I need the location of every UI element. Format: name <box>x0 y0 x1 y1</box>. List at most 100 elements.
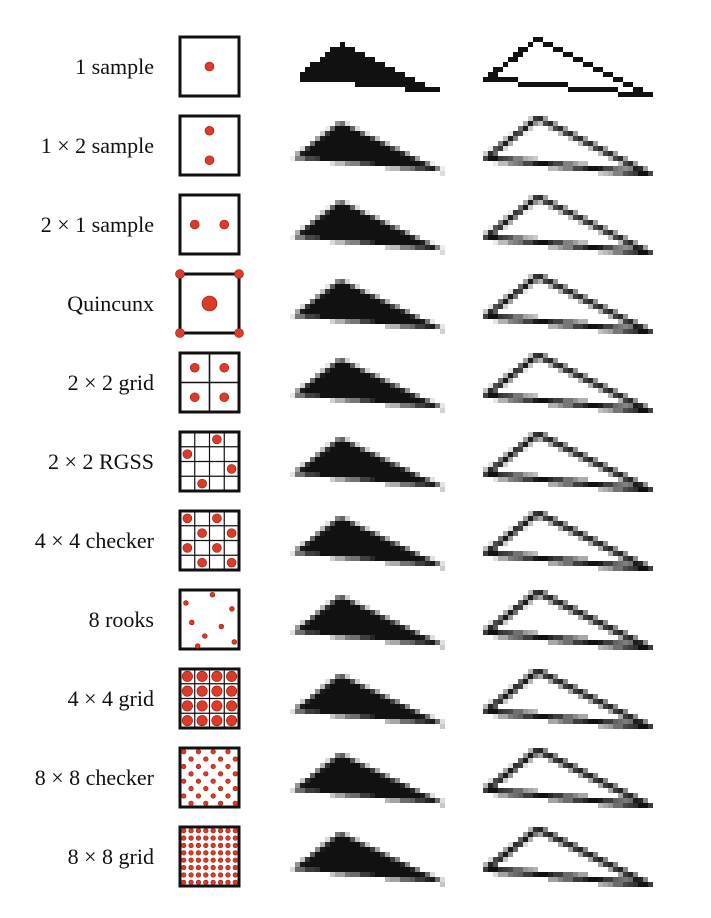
pixel-cell <box>375 862 380 867</box>
outline-triangle-render <box>483 827 653 887</box>
pixel-cell <box>533 753 538 758</box>
pixel-cell <box>370 852 375 857</box>
pixel-cell <box>380 82 385 87</box>
pixel-cell <box>613 472 618 477</box>
pixel-cell <box>350 146 355 151</box>
pixel-cell <box>498 872 503 877</box>
pixel-cell <box>498 462 503 467</box>
pixel-cell <box>330 472 335 477</box>
pixel-cell <box>593 245 598 250</box>
pixel-cell <box>395 714 400 719</box>
sample-point <box>225 864 231 871</box>
pixel-cell <box>410 788 415 793</box>
pixel-cell <box>315 546 320 551</box>
pixel-cell <box>350 625 355 630</box>
pixel-cell <box>623 329 628 334</box>
pixel-cell <box>623 719 628 724</box>
pixel-cell <box>613 230 618 235</box>
pixel-cell <box>513 452 518 457</box>
pixel-cell <box>380 383 385 388</box>
pixel-cell <box>613 882 618 887</box>
pixel-cell <box>523 240 528 245</box>
pixel-cell <box>425 640 430 645</box>
pixel-cell <box>508 398 513 403</box>
pixel-cell <box>320 235 325 240</box>
row-label: 8 × 8 grid <box>67 843 154 869</box>
pixel-cell <box>375 714 380 719</box>
pixel-cell <box>553 600 558 605</box>
pixel-cell <box>573 398 578 403</box>
pixel-cell <box>405 240 410 245</box>
pixel-cell <box>355 694 360 699</box>
pixel-cell <box>483 156 488 161</box>
pixel-cell <box>583 798 588 803</box>
pixel-cell <box>360 131 365 136</box>
pixel-cell <box>578 877 583 882</box>
pixel-cell <box>440 882 445 887</box>
pixel-cell <box>568 136 573 141</box>
pixel-cell <box>603 324 608 329</box>
pixel-cell <box>618 166 623 171</box>
pixel-cell <box>593 166 598 171</box>
pixel-cell <box>508 447 513 452</box>
pixel-cell <box>440 719 445 724</box>
pixel-frame <box>178 588 241 651</box>
pixel-cell <box>608 230 613 235</box>
pixel-cell <box>523 674 528 679</box>
sample-point <box>226 700 238 712</box>
pixel-cell <box>488 72 493 77</box>
pixel-cell <box>360 704 365 709</box>
pixel-cell <box>430 240 435 245</box>
pixel-cell <box>375 847 380 852</box>
pixel-cell <box>395 640 400 645</box>
pixel-cell <box>370 788 375 793</box>
pixel-cell <box>320 294 325 299</box>
pixel-cell <box>623 171 628 176</box>
pixel-cell <box>563 605 568 610</box>
pixel-cell <box>330 679 335 684</box>
pixel-cell <box>613 704 618 709</box>
pixel-cell <box>533 556 538 561</box>
pixel-cell <box>603 166 608 171</box>
outline-triangle-render <box>483 590 653 650</box>
pixel-cell <box>568 556 573 561</box>
pixel-cell <box>400 556 405 561</box>
pixel-cell <box>395 482 400 487</box>
pixel-cell <box>355 304 360 309</box>
pixel-cell <box>370 383 375 388</box>
pixel-cell <box>513 689 518 694</box>
pixel-cell <box>360 788 365 793</box>
pixel-cell <box>350 788 355 793</box>
pixel-cell <box>415 640 420 645</box>
pixel-cell <box>623 645 628 650</box>
pixel-cell <box>315 704 320 709</box>
pixel-cell <box>533 511 538 516</box>
pixel-cell <box>503 477 508 482</box>
pixel-cell <box>483 314 488 319</box>
pixel-cell <box>400 324 405 329</box>
pixel-cell <box>315 388 320 393</box>
pixel-cell <box>290 393 295 398</box>
sample-point <box>212 513 222 524</box>
pixel-cell <box>365 151 370 156</box>
pixel-cell <box>350 309 355 314</box>
sample-point <box>232 785 238 792</box>
pixel-cell <box>360 556 365 561</box>
pixel-cell <box>583 714 588 719</box>
pixel-cell <box>430 477 435 482</box>
pixel-cell <box>528 279 533 284</box>
pixel-cell <box>508 289 513 294</box>
pixel-cell <box>613 250 618 255</box>
pixel-cell <box>355 862 360 867</box>
pixel-cell <box>325 679 330 684</box>
pixel-cell <box>300 467 305 472</box>
pixel-cell <box>355 373 360 378</box>
pixel-cell <box>325 447 330 452</box>
pixel-cell <box>598 329 603 334</box>
pixel-cell <box>340 546 345 551</box>
pixel-cell <box>598 245 603 250</box>
pixel-cell <box>375 857 380 862</box>
pixel-cell <box>578 57 583 62</box>
pixel-cell <box>340 126 345 131</box>
pixel-cell <box>340 699 345 704</box>
